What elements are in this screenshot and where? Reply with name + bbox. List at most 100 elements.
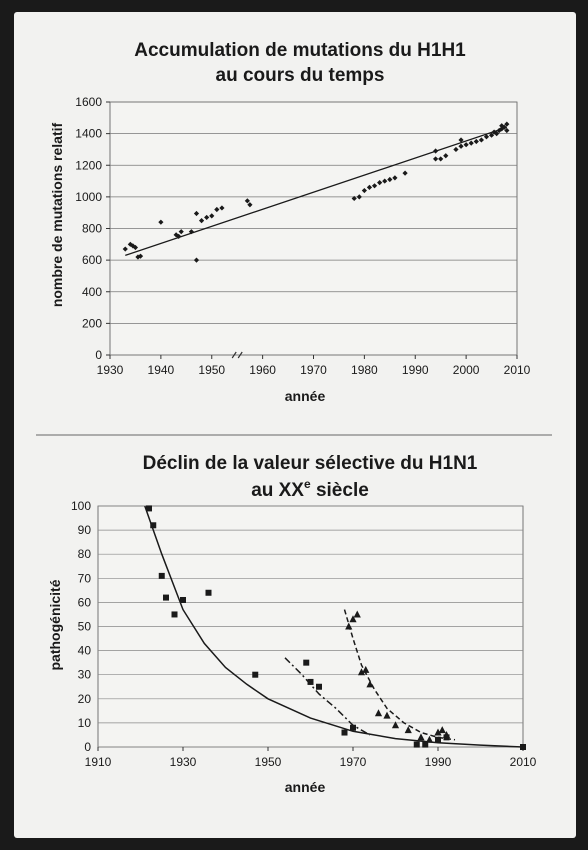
chart1-x-tick-label: 1940 [148, 363, 175, 377]
chart1-data-point [382, 178, 388, 184]
chart1-data-point [178, 229, 184, 235]
chart1-y-tick-label: 1000 [75, 190, 102, 204]
chart2-triangle-point [383, 711, 391, 719]
chart1-x-tick-label: 1960 [249, 363, 276, 377]
chart2-square-point [158, 572, 165, 579]
chart2-y-tick-label: 60 [78, 595, 92, 609]
chart1-data-point [122, 246, 128, 252]
chart2-y-tick-label: 70 [78, 571, 92, 585]
chart2-square-point [150, 522, 157, 529]
chart1-trendline [125, 126, 508, 256]
chart2-y-tick-label: 0 [84, 740, 91, 754]
chart1-data-point [473, 138, 479, 145]
chart1-title-line2: au cours du temps [216, 65, 385, 86]
chart2-triangle-point [391, 721, 400, 729]
chart1-data-point [504, 127, 510, 134]
chart2-x-tick-label: 1970 [340, 755, 367, 769]
chart1-data-point [402, 170, 408, 176]
chart1-data-point [366, 184, 373, 190]
chart1-data-point [137, 253, 144, 259]
chart1-data-point [494, 131, 500, 137]
chart2-x-tick-label: 2010 [510, 755, 537, 769]
chart1-y-tick-label: 1600 [75, 95, 102, 109]
chart1-data-point [463, 142, 469, 148]
chart1-data-point [377, 180, 383, 186]
chart1-y-tick-label: 600 [82, 253, 102, 267]
chart2-y-tick-label: 50 [78, 620, 92, 634]
chart1-data-point [204, 214, 210, 221]
chart2-triangle-point [434, 728, 442, 736]
chart1-data-point [214, 206, 220, 213]
chart1-data-point [387, 176, 393, 183]
chart2-y-tick-label: 80 [78, 547, 92, 561]
chart1-y-tick-label: 1400 [75, 127, 102, 141]
chart2-square-point [146, 505, 152, 512]
chart1-x-tick-label: 1970 [300, 363, 327, 377]
chart1-y-axis-label: nombre de mutations relatif [49, 122, 65, 307]
chart2-square-point [520, 744, 526, 750]
chart2-square-point [435, 736, 441, 743]
chart1-y-tick-label: 800 [82, 222, 102, 236]
chart1-y-tick-label: 400 [82, 285, 102, 299]
chart2-fit-curve-dash-dot [284, 657, 371, 736]
chart2-x-tick-label: 1930 [170, 755, 197, 769]
chart1-y-tick-label: 0 [95, 348, 102, 362]
chart1-data-point [392, 175, 398, 181]
chart1-data-point [371, 183, 378, 189]
chart2-triangle-point [349, 615, 357, 623]
chart1-data-point [193, 210, 200, 217]
chart1-data-point [458, 143, 464, 149]
chart1-data-point [499, 123, 505, 129]
chart1-x-tick-label: 1930 [97, 363, 124, 377]
chart1-data-point [361, 187, 367, 194]
chart1-plot: 0 200 400 600 800 1000 1200 1400 1600 1930 1940 195… [75, 95, 530, 377]
chart2-square-point [205, 589, 212, 596]
chart1-data-point [351, 195, 357, 202]
chart2-y-axis-label: pathogénicité [47, 579, 63, 670]
chart1-data-point [356, 194, 362, 200]
chart1-x-tick-label: 1990 [402, 363, 429, 377]
chart2-triangle-point [357, 668, 366, 676]
chart2-square-point [350, 724, 356, 731]
chart2-x-tick-label: 1950 [255, 755, 282, 769]
chart2-x-axis-label: année [285, 779, 326, 795]
chart2-plot: 0 10 20 30 40 50 60 70 80 90 100 1910 1930 1950 1970 19… [71, 499, 537, 769]
chart1-data-point [209, 213, 215, 219]
chart2-y-tick-label: 30 [78, 668, 92, 682]
chart2-triangle-point [438, 726, 446, 734]
chart2-square-point [180, 596, 186, 603]
chart1-axis-break [231, 351, 243, 359]
chart2-triangle-point [345, 622, 353, 630]
chart2-y-tick-label: 20 [78, 692, 92, 706]
chart2-title-line1: Déclin de la valeur sélective du H1N1 [143, 453, 478, 474]
chart2-title-main: au XX [251, 480, 304, 501]
chart2-triangle-point [425, 735, 434, 743]
chart1-data-point [468, 140, 474, 146]
chart1-data-point [504, 121, 510, 127]
chart2-triangle-point [362, 665, 370, 673]
chart1-x-tick-label: 1980 [351, 363, 378, 377]
chart1-data-point [483, 134, 490, 140]
chart1-data-point [198, 217, 205, 224]
chart2-triangle-point [442, 730, 451, 738]
chart2-square-point [303, 659, 310, 666]
chart2-square-point [413, 741, 420, 748]
chart1-x-axis-label: année [285, 388, 326, 404]
chart2-triangle-point [417, 733, 425, 741]
chart2-square-point [252, 671, 259, 678]
chart2-square-point [307, 678, 314, 685]
chart1-x-tick-label: 1950 [198, 363, 225, 377]
chart2-title-line2: au XXe siècle [251, 477, 369, 501]
chart2-y-tick-label: 90 [78, 523, 92, 537]
chart2-y-tick-label: 100 [71, 499, 91, 513]
chart2-x-tick-label: 1910 [85, 755, 112, 769]
chart1-data-point [438, 156, 444, 162]
chart1-data-point [488, 132, 495, 138]
chart1-data-point [244, 198, 250, 204]
chart2-y-tick-label: 40 [78, 644, 92, 658]
chart2-y-tick-label: 10 [78, 716, 92, 730]
chart2-triangle-point [366, 680, 374, 688]
chart1-data-point [132, 244, 139, 251]
chart1-data-point [478, 137, 484, 143]
